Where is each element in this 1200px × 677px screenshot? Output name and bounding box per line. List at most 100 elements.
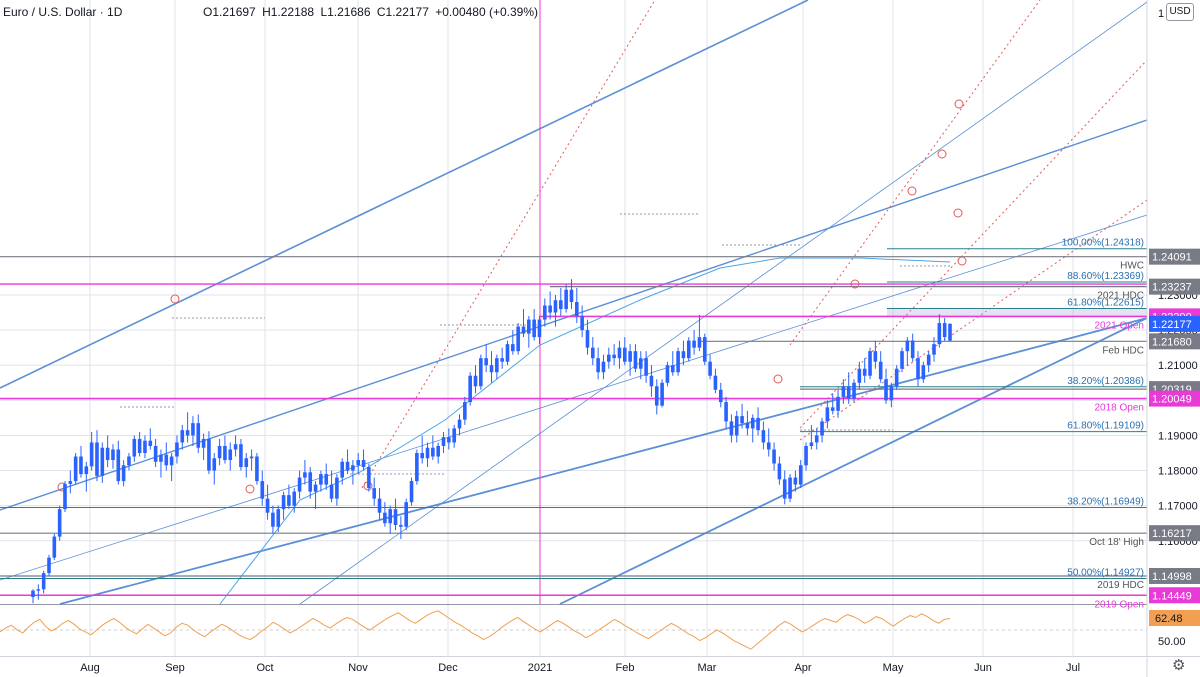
rsi-level-label: 50.00 xyxy=(1158,636,1186,648)
candle-body xyxy=(740,416,744,424)
candle-body xyxy=(750,417,755,429)
candle-body xyxy=(585,330,590,348)
candle-body xyxy=(239,444,243,468)
trend-channel-line xyxy=(0,214,1148,581)
candle-body xyxy=(111,449,115,461)
candle-body xyxy=(596,358,600,373)
candle-body xyxy=(361,460,366,468)
swing-marker-circle xyxy=(245,484,255,494)
time-axis-label: Aug xyxy=(80,662,100,674)
candle-body xyxy=(516,326,520,352)
candle-body xyxy=(665,365,670,383)
candle-body xyxy=(180,430,185,443)
candle-body xyxy=(191,423,195,436)
time-axis-label: Feb xyxy=(616,662,635,674)
time-axis-label: Jun xyxy=(974,662,992,674)
key-level-name: 2019 HDC xyxy=(1097,580,1144,591)
swing-marker-circle xyxy=(773,374,783,384)
candle-body xyxy=(436,445,440,457)
high-value: H1.22188 xyxy=(262,5,315,19)
price-axis-label: 1.21000 xyxy=(1158,360,1198,372)
change-value: +0.00480 (+0.39%) xyxy=(435,5,538,19)
symbol-title[interactable]: Euro / U.S. Dollar · 1D xyxy=(3,5,123,19)
candle-body xyxy=(244,458,249,468)
candle-body xyxy=(660,382,664,406)
resistance-zone xyxy=(887,308,1147,317)
candle-body xyxy=(95,442,99,476)
trend-channel-line xyxy=(0,0,809,389)
candle-body xyxy=(633,351,638,369)
candle-body xyxy=(617,347,622,359)
candle-body xyxy=(457,419,462,429)
price-axis-label: 1 xyxy=(1158,8,1164,20)
candle-body xyxy=(409,481,414,503)
candle-body xyxy=(825,407,830,422)
candle-body xyxy=(681,351,686,359)
candle-body xyxy=(894,368,899,387)
chart-annotations: HWC 2021 HDC 2021 Open Feb HDC 2018 Open Oct … xyxy=(0,0,1148,610)
candle-body xyxy=(228,449,233,461)
candle-body xyxy=(766,442,771,450)
time-axis-label: Dec xyxy=(438,662,458,674)
candle-body xyxy=(729,421,734,436)
candle-body xyxy=(89,442,94,467)
level-price-label: 1.20049 xyxy=(1152,394,1192,406)
time-axis[interactable]: Aug Sep Oct Nov Dec 2021 Feb Mar Apr May Jun Jul xyxy=(0,656,1200,675)
candle-body xyxy=(153,445,158,462)
open-value: O1.21697 xyxy=(203,5,256,19)
fib-level-label: 38.20%(1.20386) xyxy=(1067,376,1144,387)
candle-body xyxy=(511,344,515,352)
candle-body xyxy=(612,354,616,359)
candle-body xyxy=(388,509,393,524)
swing-marker-circle xyxy=(850,279,860,289)
candle-body xyxy=(31,590,35,597)
price-axis[interactable]: 1.160001.170001.180001.190001.200001.210… xyxy=(1146,0,1200,677)
price-axis-label: 1.19000 xyxy=(1158,430,1198,442)
level-price-tag xyxy=(1149,587,1200,604)
candle-body xyxy=(308,472,313,492)
candle-body xyxy=(926,354,931,366)
candle-body xyxy=(447,437,451,443)
candle-body xyxy=(910,340,915,359)
candle-body xyxy=(217,445,222,459)
dotted-trendline xyxy=(789,0,1041,346)
key-level-name: 2021 HDC xyxy=(1097,291,1144,302)
candle-body xyxy=(431,447,435,457)
candle-body xyxy=(164,454,169,466)
candle-body xyxy=(590,347,595,359)
candle-body xyxy=(265,498,270,513)
time-axis-label: Apr xyxy=(794,662,811,674)
key-level-name: 2019 Open xyxy=(1095,599,1145,610)
candle-body xyxy=(345,461,350,471)
level-price-label: 1.23237 xyxy=(1152,282,1192,294)
ohlc-legend: O1.21697 H1.22188 L1.21686 C1.22177 +0.0… xyxy=(203,5,541,19)
candle-body xyxy=(441,437,446,446)
currency-badge[interactable]: USD xyxy=(1166,3,1194,21)
candle-body xyxy=(287,495,291,506)
level-price-tag xyxy=(1149,248,1200,265)
candle-body xyxy=(340,461,345,478)
candle-body xyxy=(452,428,456,443)
candle-body xyxy=(383,512,387,524)
candle-body xyxy=(942,323,947,338)
candle-body xyxy=(601,361,606,373)
swing-marker-circle xyxy=(170,294,180,304)
swing-marker-circle xyxy=(957,256,967,266)
candle-body xyxy=(505,344,510,362)
level-price-tag xyxy=(1149,333,1200,350)
swing-marker-circle xyxy=(937,149,947,159)
candle-body xyxy=(276,509,281,527)
candle-body xyxy=(484,358,488,366)
fib-level-label: 61.80%(1.19109) xyxy=(1067,421,1144,432)
fib-level-label: 61.80%(1.22615) xyxy=(1067,297,1144,308)
gear-icon[interactable]: ⚙ xyxy=(1172,657,1186,674)
candle-body xyxy=(921,365,926,380)
candle-body xyxy=(772,449,776,464)
candle-body xyxy=(708,361,712,376)
trend-channel-line xyxy=(59,317,1148,605)
candle-body xyxy=(52,536,57,558)
level-price-tag xyxy=(1149,278,1200,295)
candle-body xyxy=(900,351,904,369)
candle-body xyxy=(47,557,51,574)
